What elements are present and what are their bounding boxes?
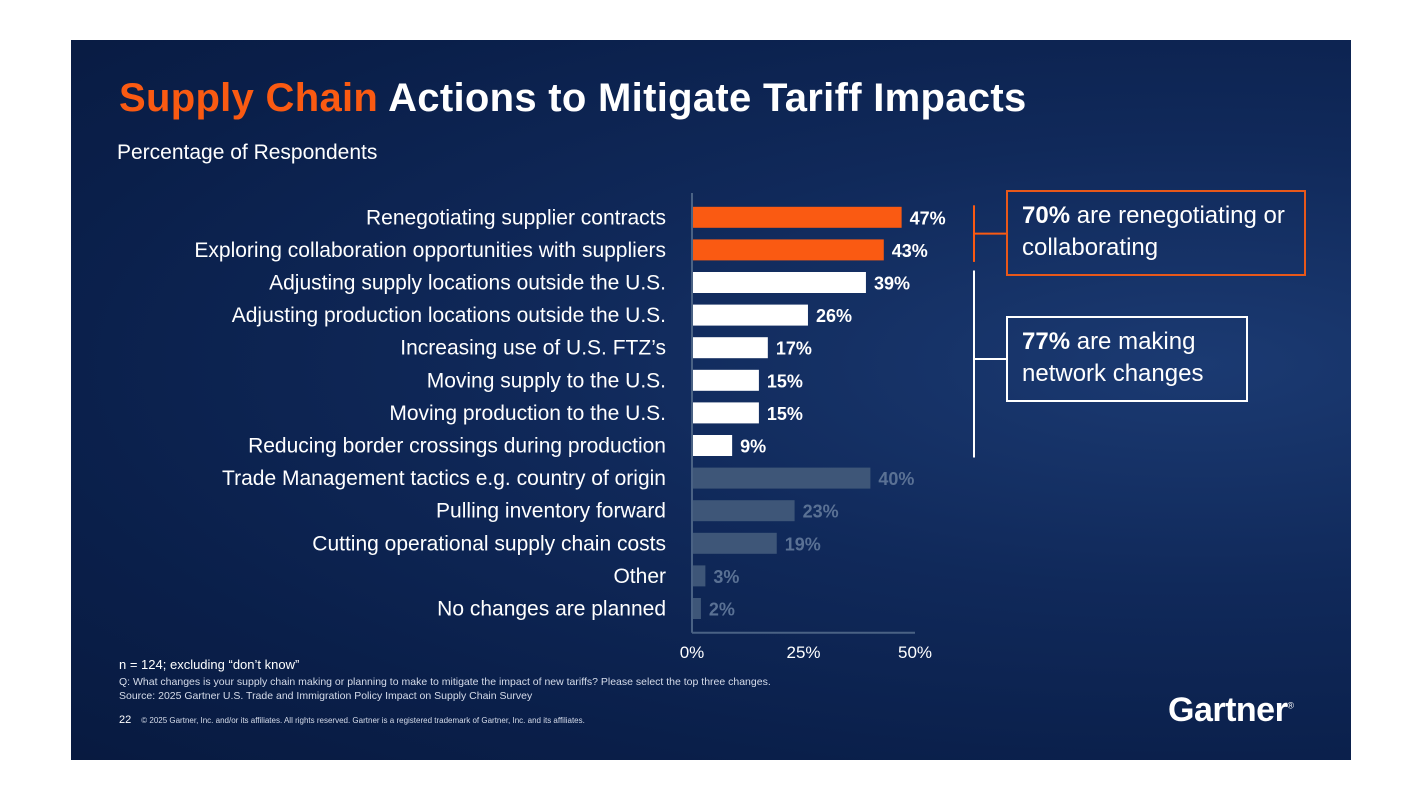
bar [692,532,777,554]
bar [692,598,701,619]
callout-renegotiating-value: 70% [1022,202,1071,229]
category-label: Reducing border crossings during product… [248,435,666,458]
callout-renegotiating: 70% are renegotiating or collaborating [1006,190,1306,276]
value-label: 26% [816,306,852,326]
value-label: 15% [767,371,803,391]
x-tick-label: 50% [898,643,932,662]
value-label: 3% [713,567,739,587]
bar [692,337,768,359]
callout-renegotiating-text: are renegotiating or collaborating [1022,202,1285,261]
gartner-logo: Gartner® [1168,691,1294,730]
category-label: Renegotiating supplier contracts [366,206,666,229]
category-label: Moving supply to the U.S. [427,369,666,392]
value-label: 9% [740,437,766,457]
category-label: Increasing use of U.S. FTZ’s [400,337,666,360]
callout-network-text: are making network changes [1022,328,1204,387]
x-tick-label: 25% [786,643,820,662]
bar [692,272,866,293]
bar [692,369,759,391]
category-label: Trade Management tactics e.g. country of… [222,467,666,490]
title-rest: Actions to Mitigate Tariff Impacts [378,76,1027,120]
chart-subtitle: Percentage of Respondents [117,141,378,164]
callout-network-changes: 77% are making network changes [1006,316,1248,402]
survey-question-note: Q: What changes is your supply chain mak… [119,676,771,688]
value-label: 19% [785,534,821,554]
category-label: Adjusting supply locations outside the U… [269,272,666,295]
value-label: 40% [878,469,914,489]
bar-chart: Renegotiating supplier contracts 47% Explo… [194,193,1006,662]
value-label: 39% [874,274,910,294]
slide-title: Supply Chain Actions to Mitigate Tariff … [119,76,1027,121]
value-label: 2% [709,600,735,620]
logo-registered-mark: ® [1287,700,1294,711]
value-label: 23% [803,502,839,522]
logo-text: Gartner [1168,691,1288,729]
bar [692,239,884,261]
value-label: 47% [910,208,946,228]
bar [692,206,902,228]
bar [692,402,759,424]
copyright-text: © 2025 Gartner, Inc. and/or its affiliat… [141,716,585,725]
category-label: Adjusting production locations outside t… [232,304,666,327]
category-label: Moving production to the U.S. [389,402,666,425]
bar [692,304,808,326]
copyright-line: 22 © 2025 Gartner, Inc. and/or its affili… [119,714,585,726]
category-label: Pulling inventory forward [436,500,666,523]
source-note: Source: 2025 Gartner U.S. Trade and Immi… [119,690,533,702]
bar [692,565,706,587]
category-label: Cutting operational supply chain costs [312,532,666,555]
page-number: 22 [119,714,132,726]
x-tick-label: 0% [680,643,705,662]
sample-size-note: n = 124; excluding “don’t know” [119,657,300,672]
category-label: Exploring collaboration opportunities wi… [194,239,666,262]
category-label: Other [613,565,666,588]
callout-network-value: 77% [1022,328,1071,355]
title-accent: Supply Chain [119,76,379,120]
bar [692,467,871,489]
value-label: 15% [767,404,803,424]
category-label: No changes are planned [437,598,666,621]
slide: Supply Chain Actions to Mitigate Tariff … [71,40,1351,760]
bar [692,500,795,522]
bar [692,435,733,456]
value-label: 43% [892,241,928,261]
value-label: 17% [776,339,812,359]
